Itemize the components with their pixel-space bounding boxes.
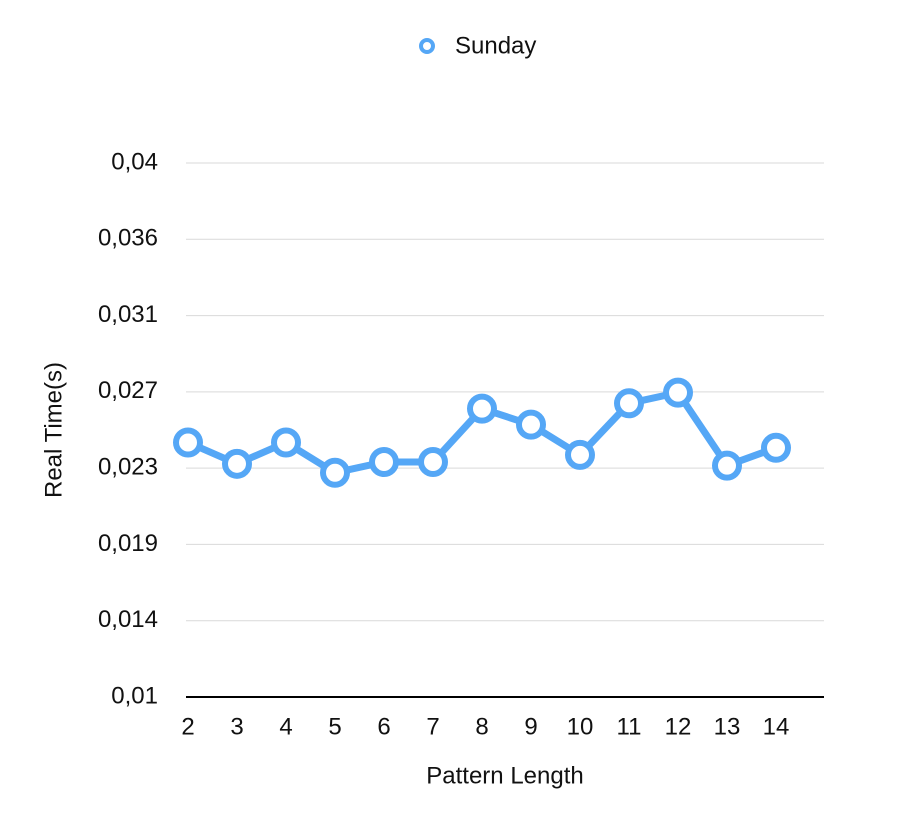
legend-marker (419, 38, 435, 54)
x-tick-label: 2 (181, 713, 194, 740)
x-tick-label: 7 (426, 713, 439, 740)
data-point (761, 432, 791, 463)
y-tick-label: 0,036 (98, 225, 158, 252)
x-tick-label: 6 (377, 713, 390, 740)
x-tick-label: 8 (475, 713, 488, 740)
y-tick-label: 0,01 (111, 682, 158, 709)
x-tick-label: 13 (714, 713, 741, 740)
y-tick-label: 0,031 (98, 301, 158, 328)
legend-label: Sunday (455, 32, 536, 59)
x-tick-label: 5 (328, 713, 341, 740)
y-tick-label: 0,019 (98, 530, 158, 557)
x-tick-label: 3 (230, 713, 243, 740)
data-point (516, 409, 546, 440)
data-point (222, 448, 252, 479)
y-tick-label: 0,014 (98, 606, 158, 633)
data-point (418, 447, 448, 478)
data-point (467, 393, 497, 424)
y-tick-label: 0,027 (98, 377, 158, 404)
data-point (565, 439, 595, 470)
data-point (173, 427, 203, 458)
x-tick-label: 4 (279, 713, 292, 740)
data-point (712, 450, 742, 481)
y-tick-label: 0,023 (98, 453, 158, 480)
data-point (663, 377, 693, 408)
data-point (320, 457, 350, 488)
x-tick-label: 9 (524, 713, 537, 740)
data-point (614, 388, 644, 419)
y-tick-label: 0,04 (111, 148, 158, 175)
x-tick-label: 10 (567, 713, 594, 740)
data-point (271, 427, 301, 458)
x-tick-label: 12 (665, 713, 692, 740)
x-tick-label: 11 (617, 713, 642, 740)
x-tick-label: 14 (763, 713, 790, 740)
data-point (369, 447, 399, 478)
x-axis-label: Pattern Length (426, 762, 583, 789)
y-axis-label: Real Time(s) (40, 362, 67, 498)
